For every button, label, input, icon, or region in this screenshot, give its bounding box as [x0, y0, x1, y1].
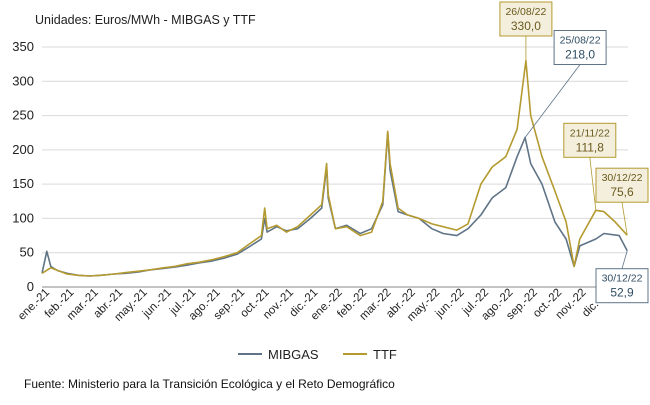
callout-value: 218,0: [565, 48, 595, 62]
callout-box: [499, 1, 553, 37]
callout-value: 111,8: [576, 140, 605, 154]
units-label: Unidades: Euros/MWh - MIBGAS y TTF: [35, 13, 256, 27]
callout-date: 25/08/22: [560, 35, 601, 47]
callout-box: [553, 30, 607, 65]
y-tick-label: 100: [12, 210, 34, 225]
callout-value: 75,6: [610, 185, 634, 199]
y-tick-label: 200: [12, 142, 34, 157]
source-note: Fuente: Ministerio para la Transición Ec…: [24, 377, 395, 391]
callout-value: 52,9: [610, 286, 634, 300]
series-line-mibgas: [41, 131, 628, 277]
callout-date: 30/12/22: [602, 172, 643, 184]
callout-date: 30/12/22: [602, 273, 643, 285]
callout-box: [595, 268, 649, 304]
callout-leader: [589, 157, 597, 211]
callout-box: [563, 122, 617, 158]
legend-label-mibgas: MIBGAS: [268, 347, 319, 362]
legend-label-ttf: TTF: [373, 347, 397, 362]
callout-leader: [621, 202, 628, 236]
y-tick-label: 250: [12, 108, 34, 123]
callout-leader: [621, 250, 628, 269]
callout-date: 21/11/22: [570, 127, 610, 139]
y-tick-label: 50: [20, 245, 34, 260]
y-tick-label: 300: [12, 73, 34, 88]
y-tick-label: 0: [27, 279, 34, 294]
callout-value: 330,0: [511, 19, 541, 33]
callout-box: [595, 167, 649, 203]
callout-date: 26/08/22: [505, 6, 546, 18]
series-line-ttf: [41, 59, 628, 277]
y-tick-label: 150: [12, 176, 34, 191]
callout-leader: [524, 64, 581, 138]
y-tick-label: 350: [12, 39, 34, 54]
